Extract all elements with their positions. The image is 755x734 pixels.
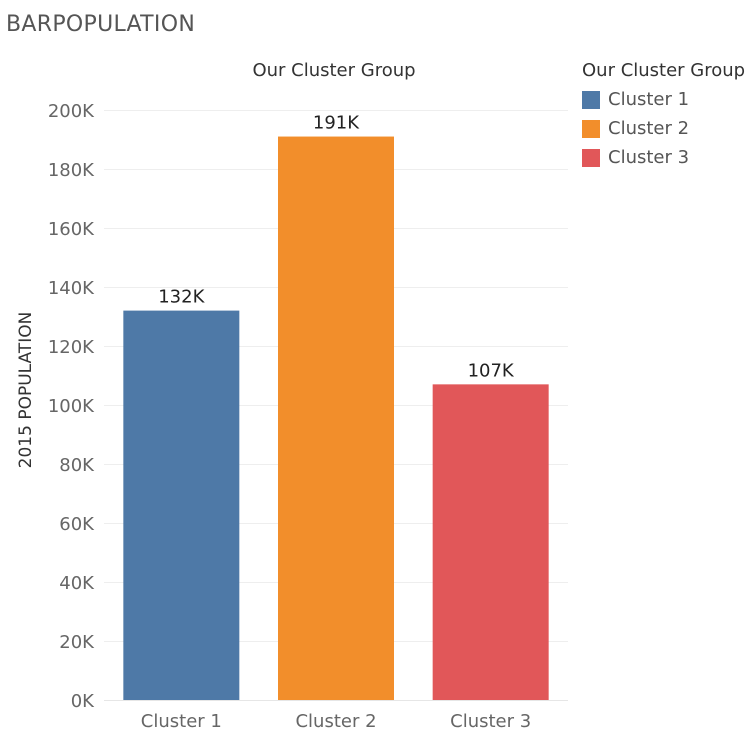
legend-item-cluster-3[interactable]: Cluster 3 (582, 143, 745, 172)
bars (123, 136, 549, 701)
bar-data-label: 132K (158, 287, 205, 308)
legend-label: Cluster 3 (608, 147, 690, 168)
y-axis-ticks: 0K 20K 40K 60K 80K 100K 120K 140K 160K 180K 200K (48, 101, 95, 712)
y-tick-label: 140K (48, 278, 95, 299)
legend-title: Our Cluster Group (582, 60, 746, 81)
x-tick-label: Cluster 1 (141, 711, 222, 732)
bar-cluster-3[interactable] (432, 384, 549, 700)
y-tick-label: 40K (59, 573, 95, 594)
y-tick-label: 100K (48, 396, 95, 417)
legend-item-cluster-2[interactable]: Cluster 2 (582, 114, 745, 143)
legend-swatch (582, 148, 600, 167)
y-tick-label: 120K (48, 337, 95, 358)
legend-label: Cluster 1 (608, 89, 690, 110)
y-tick-label: 60K (59, 514, 95, 535)
bar-cluster-2[interactable] (278, 136, 394, 701)
x-tick-label: Cluster 2 (295, 711, 376, 732)
legend-swatch (582, 90, 600, 109)
y-tick-label: 0K (71, 691, 95, 712)
legend: Our Cluster Group Cluster 1 Cluster 2 Cl… (582, 60, 745, 172)
chart-title: Our Cluster Group (252, 60, 415, 81)
legend-item-cluster-1[interactable]: Cluster 1 (582, 85, 745, 114)
y-tick-label: 160K (48, 219, 95, 240)
y-axis-label: 2015 POPULATION (16, 312, 36, 469)
y-tick-label: 20K (59, 632, 95, 653)
legend-swatch (582, 119, 600, 138)
bar-data-label: 107K (468, 360, 515, 381)
y-tick-label: 80K (59, 455, 95, 476)
legend-label: Cluster 2 (608, 118, 690, 139)
x-axis-ticks: Cluster 1 Cluster 2 Cluster 3 (141, 711, 531, 732)
x-tick-label: Cluster 3 (450, 711, 531, 732)
bar-data-labels: 132K 191K 107K (158, 113, 515, 382)
bar-data-label: 191K (313, 113, 360, 134)
sheet-title: BARPOPULATION (6, 12, 196, 37)
y-tick-label: 200K (48, 101, 95, 122)
bar-cluster-1[interactable] (123, 310, 240, 700)
y-tick-label: 180K (48, 160, 95, 181)
